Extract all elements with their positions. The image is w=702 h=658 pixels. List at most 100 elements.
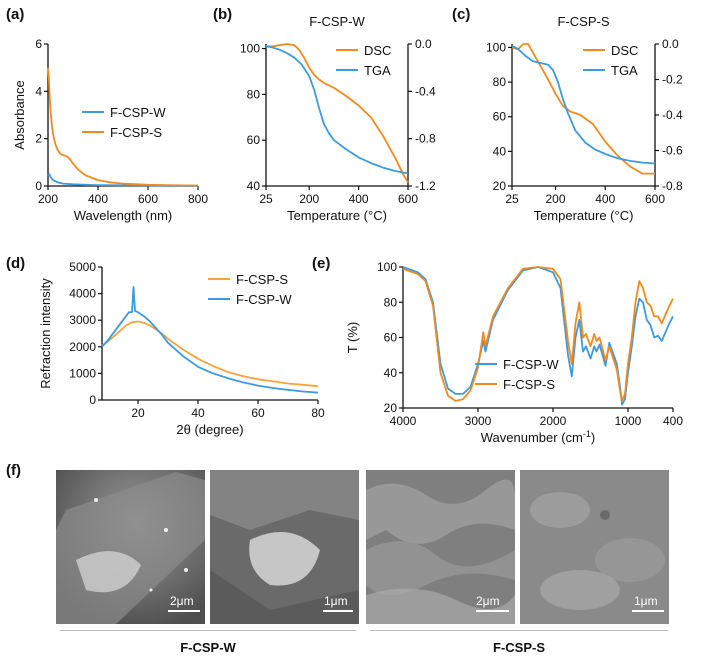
chart-b-legend-label: DSC [364, 43, 391, 58]
chart-b-x-label: Temperature (°C) [287, 208, 387, 223]
chart-a-legend-label: F-CSP-S [110, 125, 162, 140]
scale-bar [323, 610, 353, 612]
chart-b-x-tick-label: 400 [349, 192, 369, 206]
chart-c-y-tick-label: 80 [493, 75, 507, 89]
sem-texture [56, 470, 205, 624]
chart-b-series-line [266, 43, 409, 183]
scale-bar [168, 610, 200, 612]
group-divider-w [60, 630, 356, 631]
chart-c-legend-label: TGA [611, 63, 638, 78]
chart-d-y-tick-label: 5000 [69, 260, 96, 274]
chart-e-y-tick-label: 80 [384, 295, 398, 309]
chart-d-y-tick-label: 2000 [69, 340, 96, 354]
panel-label-f: (f) [6, 462, 21, 479]
chart-e-y-label: T (%) [345, 322, 360, 354]
chart-e-y-tick-label: 100 [377, 260, 397, 274]
chart-b-y2-tick-label: -1.2 [415, 179, 436, 193]
chart-d-x-label: 2θ (degree) [176, 422, 243, 437]
chart-d-series-line [101, 320, 319, 388]
chart-a-y-tick-label: 0 [35, 179, 42, 193]
scale-bar [476, 610, 509, 612]
chart-b-x-tick-label: 25 [259, 192, 273, 206]
chart-a-x-tick-label: 200 [38, 192, 58, 206]
sem-texture [520, 470, 669, 624]
scale-label: 1μm [324, 594, 348, 608]
chart-e-x-tick-label: 1000 [615, 414, 642, 428]
chart-e-y-tick-label: 40 [384, 366, 398, 380]
chart-a-y-label: Absorbance [12, 80, 27, 149]
chart-e-x-tick-label: 4000 [390, 414, 417, 428]
chart-a-x-tick-label: 800 [188, 192, 208, 206]
chart-b-y-tick-label: 100 [240, 42, 260, 56]
chart-a-x-label: Wavelength (nm) [74, 208, 173, 223]
chart-e-series-line [402, 266, 674, 406]
chart-a-y-tick-label: 6 [35, 37, 42, 51]
chart-c-x-label: Temperature (°C) [534, 208, 634, 223]
chart-e-x-tick-label: 400 [663, 414, 683, 428]
panel-label-b: (b) [213, 6, 233, 23]
chart-c-y-tick-label: 20 [493, 179, 507, 193]
chart-c-legend-label: DSC [611, 43, 638, 58]
sem-image-w-low-mag: 2μm [56, 470, 205, 624]
chart-c-y2-tick-label: 0.0 [662, 37, 679, 51]
chart-d-y-tick-label: 0 [89, 393, 96, 407]
chart-c-x-tick-label: 600 [645, 192, 665, 206]
chart-a-y-tick-label: 2 [35, 132, 42, 146]
panel-label-c: (c) [452, 6, 471, 23]
scale-label: 1μm [634, 594, 658, 608]
group-divider-s [370, 630, 668, 631]
sem-texture [366, 470, 515, 624]
chart-c-series-line [511, 44, 656, 165]
chart-b-y2-tick-label: -0.4 [415, 84, 436, 98]
chart-e-series-line [402, 266, 674, 402]
chart-c-y2-tick-label: -0.4 [662, 108, 683, 122]
chart-c-y-tick-label: 100 [486, 40, 506, 54]
chart-c-x-tick-label: 400 [595, 192, 615, 206]
scale-bar [632, 610, 664, 612]
chart-e-x-tick-label: 2000 [540, 414, 567, 428]
chart-b-y2-tick-label: -0.8 [415, 132, 436, 146]
chart-e-x-tick-label: 3000 [465, 414, 492, 428]
scale-label: 2μm [476, 594, 500, 608]
chart-b-y2-tick-label: 0.0 [415, 37, 432, 51]
panel-label-d: (d) [6, 255, 26, 272]
chart-e-y-tick-label: 20 [384, 401, 398, 415]
chart-c-y-tick-label: 60 [493, 110, 507, 124]
panel-label-a: (a) [6, 6, 25, 23]
sem-image-s-high-mag: 1μm [520, 470, 669, 624]
chart-e-legend-label: F-CSP-W [503, 357, 559, 372]
chart-b-y-tick-label: 80 [247, 87, 261, 101]
chart-a-x-tick-label: 600 [138, 192, 158, 206]
chart-b-x-tick-label: 600 [398, 192, 418, 206]
sem-texture [210, 470, 359, 624]
chart-d-x-tick-label: 60 [251, 406, 265, 420]
chart-b-legend-label: TGA [364, 63, 391, 78]
group-label-s: F-CSP-S [493, 640, 545, 655]
scale-label: 2μm [170, 594, 194, 608]
chart-b-y-tick-label: 60 [247, 133, 261, 147]
panel-label-e: (e) [312, 255, 331, 272]
chart-e-x-label: Wavenumber (cm-1) [481, 429, 595, 445]
chart-e-y-tick-label: 60 [384, 331, 398, 345]
sem-image-w-high-mag: 1μm [210, 470, 359, 624]
chart-d-y-tick-label: 1000 [69, 366, 96, 380]
chart-c-title: F-CSP-S [558, 14, 610, 29]
chart-b-title: F-CSP-W [309, 14, 365, 29]
group-label-w: F-CSP-W [180, 640, 236, 655]
chart-c-x-tick-label: 200 [546, 192, 566, 206]
chart-a-legend-label: F-CSP-W [110, 105, 166, 120]
chart-c-y2-tick-label: -0.6 [662, 144, 683, 158]
chart-b-x-tick-label: 200 [299, 192, 319, 206]
chart-d-x-tick-label: 80 [311, 406, 325, 420]
chart-d-series-line [101, 285, 319, 394]
sem-image-s-low-mag: 2μm [366, 470, 515, 624]
chart-e-legend-label: F-CSP-S [503, 377, 555, 392]
chart-a-series-line [47, 67, 199, 187]
chart-c-y2-tick-label: -0.2 [662, 73, 683, 87]
chart-a-y-tick-label: 4 [35, 84, 42, 98]
chart-b-y-tick-label: 40 [247, 179, 261, 193]
chart-c-y2-tick-label: -0.8 [662, 179, 683, 193]
chart-b-series-line [265, 45, 409, 175]
chart-c-x-tick-label: 25 [505, 192, 519, 206]
